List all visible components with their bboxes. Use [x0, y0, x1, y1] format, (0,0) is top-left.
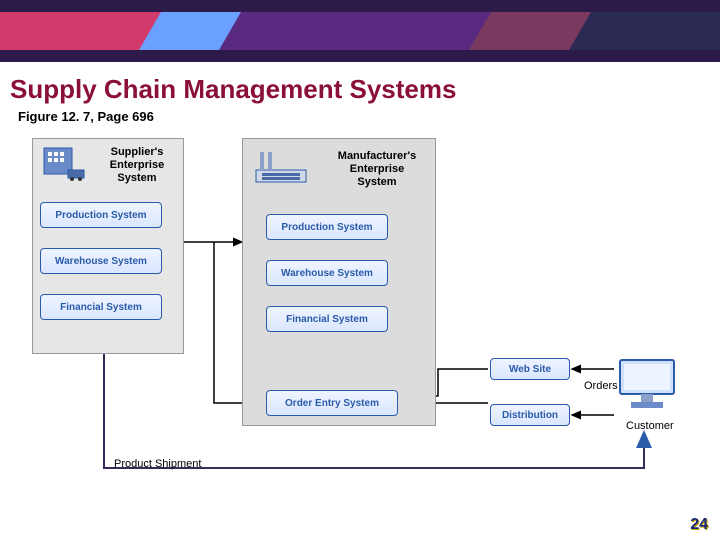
box-sup-prod: Production System [40, 202, 162, 228]
slide-title: Supply Chain Management Systems [0, 62, 720, 109]
orders-lbl: Orders [584, 380, 618, 392]
box-man-fin: Financial System [266, 306, 388, 332]
figure-caption: Figure 12. 7, Page 696 [0, 109, 720, 132]
box-man-prod: Production System [266, 214, 388, 240]
customer-lbl: Customer [626, 420, 674, 432]
shipment-lbl: Product Shipment [114, 458, 201, 470]
page-number: 24 [690, 516, 708, 534]
box-man-order: Order Entry System [266, 390, 398, 416]
banner-stripe [569, 12, 720, 50]
supplier-hdr: Supplier'sEnterpriseSystem [92, 146, 182, 186]
slide-banner [0, 0, 720, 62]
factory-icon [252, 150, 310, 189]
box-man-wh: Warehouse System [266, 260, 388, 286]
box-dist: Distribution [490, 404, 570, 426]
monitor-icon [616, 356, 678, 417]
building-icon [42, 146, 86, 187]
scm-diagram: Supplier'sEnterpriseSystem Manufacturer's… [18, 132, 718, 502]
box-sup-wh: Warehouse System [40, 248, 162, 274]
box-web: Web Site [490, 358, 570, 380]
manufacturer-hdr: Manufacturer'sEnterpriseSystem [318, 150, 436, 190]
box-sup-fin: Financial System [40, 294, 162, 320]
